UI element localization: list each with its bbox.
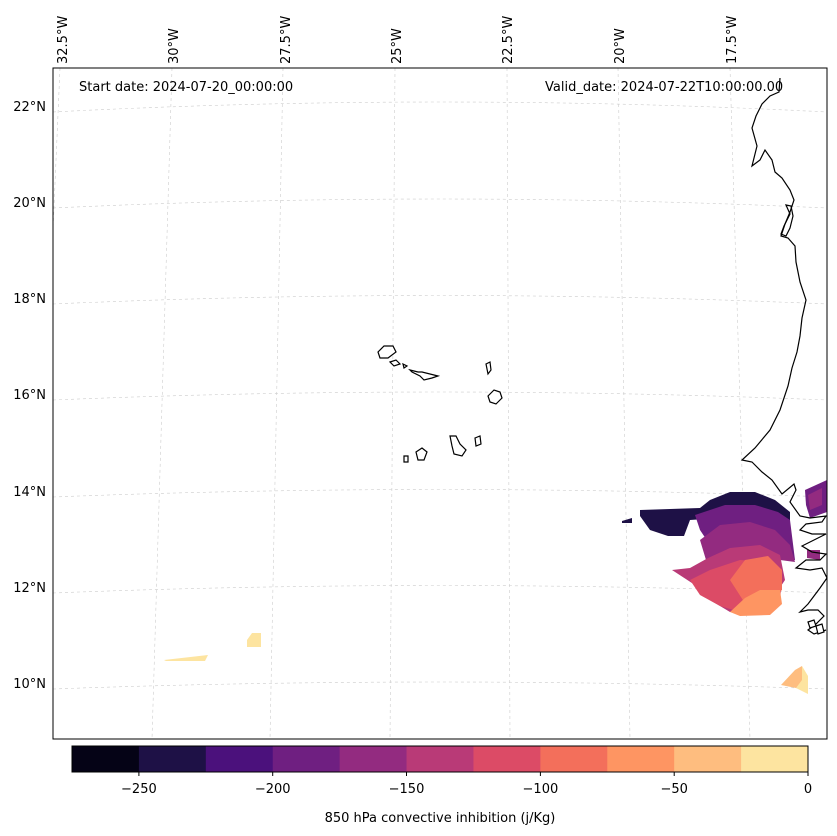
lon-label-30w: 30°W [167, 28, 182, 64]
cb-label-100: −100 [523, 782, 559, 797]
cin-band-darkest [622, 518, 632, 523]
gridline-20w [617, 67, 631, 740]
gridline-22n [52, 101, 828, 113]
gridline-10n [52, 681, 828, 690]
colorbar-segment [607, 746, 675, 772]
lat-label-12n: 12°N [13, 581, 46, 596]
colorbar-segment [741, 746, 809, 772]
longitude-labels: 32.5°W 30°W 27.5°W 25°W 22.5°W 20°W 17.5… [56, 16, 740, 64]
lat-label-18n: 18°N [13, 292, 46, 307]
cb-label-200: −200 [255, 782, 291, 797]
lon-label-25w: 25°W [390, 28, 405, 64]
gridline-12n [52, 585, 828, 594]
colorbar-segment [272, 746, 341, 772]
valid-date-label: Valid_date: 2024-07-22T10:00:00.00 [545, 80, 783, 95]
cin-patch-west-square [247, 633, 261, 647]
island-boa-vista [487, 389, 503, 405]
colorbar [72, 746, 809, 772]
gridline-25w [389, 67, 396, 740]
colorbar-segment [72, 746, 140, 772]
start-date-label: Start date: 2024-07-20_00:00:00 [79, 80, 293, 95]
cin-band-salmon [730, 590, 782, 616]
island-maio [474, 435, 482, 447]
colorbar-segment [138, 746, 207, 772]
gridlines [52, 67, 828, 740]
cape-verde-islands [377, 345, 503, 463]
cb-label-150: −150 [389, 782, 425, 797]
cin-patch-west-small [164, 655, 208, 661]
bijagos-islands [807, 619, 825, 635]
africa-coastline [740, 77, 828, 635]
gridline-17-5w [729, 67, 751, 740]
lon-label-17-5w: 17.5°W [725, 16, 740, 64]
gridline-30w [151, 67, 173, 740]
map-background [53, 68, 827, 739]
gridline-22-5w [506, 67, 511, 740]
island-santa-luzia [402, 362, 409, 369]
colorbar-segment [406, 746, 474, 772]
coastlines [740, 77, 828, 635]
cin-patch-south-pale [796, 666, 808, 694]
gridline-18n [52, 295, 828, 305]
colorbar-segment [473, 746, 541, 772]
map-frame [52, 67, 828, 740]
lon-label-22-5w: 22.5°W [501, 16, 516, 64]
cb-label-50: −50 [660, 782, 687, 797]
colorbar-title: 850 hPa convective inhibition (j/Kg) [325, 811, 556, 826]
gridline-14n [52, 489, 828, 498]
colorbar-segment [339, 746, 408, 772]
lon-label-32-5w: 32.5°W [56, 16, 71, 64]
colorbar-frame [71, 745, 809, 773]
colorbar-segment [205, 746, 274, 772]
island-santiago [449, 435, 467, 457]
cin-patch-east-violet [808, 488, 822, 510]
lon-label-27-5w: 27.5°W [279, 16, 294, 64]
gridline-27-5w [269, 67, 284, 740]
cb-label-0: 0 [804, 782, 812, 797]
colorbar-segment [540, 746, 608, 772]
lat-label-10n: 10°N [13, 677, 46, 692]
coastline-inlet-1 [780, 204, 794, 237]
island-sal [485, 361, 492, 376]
latitude-labels: 22°N 20°N 18°N 16°N 14°N 12°N 10°N [13, 100, 46, 692]
lon-label-20w: 20°W [613, 28, 628, 64]
cin-field [164, 480, 827, 694]
island-brava [403, 455, 409, 463]
lat-label-16n: 16°N [13, 388, 46, 403]
island-sao-nicolau [408, 368, 441, 381]
island-bijagos-2 [815, 623, 825, 635]
lat-label-22n: 22°N [13, 100, 46, 115]
colorbar-ticks: −250 −200 −150 −100 −50 0 [121, 772, 812, 797]
cb-label-250: −250 [121, 782, 157, 797]
island-fogo [415, 447, 428, 461]
lat-label-14n: 14°N [13, 485, 46, 500]
colorbar-segment [674, 746, 742, 772]
gridline-16n [52, 391, 828, 401]
island-bijagos-1 [807, 619, 817, 629]
lat-label-20n: 20°N [13, 196, 46, 211]
island-santo-antao [377, 345, 397, 359]
island-sao-vicente [388, 359, 402, 367]
gridline-20n [52, 198, 828, 209]
